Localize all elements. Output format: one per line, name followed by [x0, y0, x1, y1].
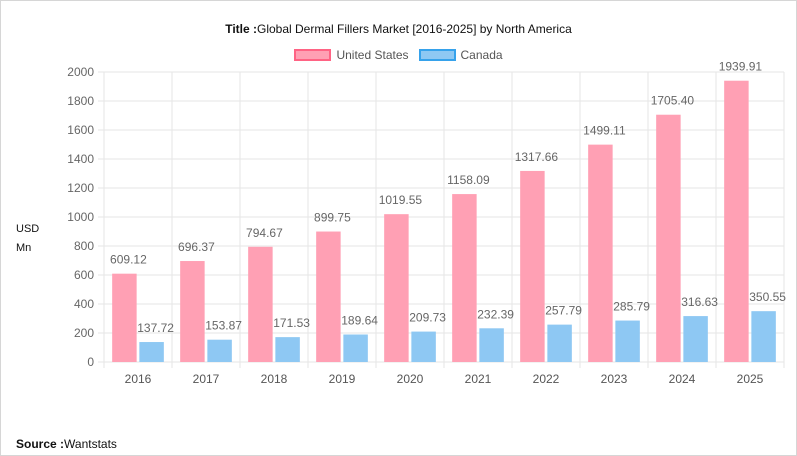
y-tick-label: 1800 — [67, 94, 94, 108]
value-label-canada: 285.79 — [613, 300, 650, 314]
bar-united-states — [248, 246, 273, 362]
y-tick-label: 600 — [74, 268, 94, 282]
bar-canada — [479, 328, 504, 362]
title-prefix: Title : — [225, 22, 257, 36]
value-label-united-states: 1019.55 — [379, 193, 423, 207]
legend-label-united-states: United States — [336, 48, 409, 62]
source-text: Wantstats — [64, 437, 117, 451]
legend-label-canada: Canada — [460, 48, 503, 62]
value-label-canada: 171.53 — [273, 316, 310, 330]
legend-swatch-united-states — [294, 49, 332, 61]
value-label-united-states: 794.67 — [246, 226, 283, 240]
x-tick-label: 2021 — [465, 372, 492, 386]
bar-canada — [343, 334, 368, 362]
value-label-united-states: 1705.40 — [651, 94, 695, 108]
x-tick-label: 2017 — [193, 372, 220, 386]
x-tick-label: 2025 — [737, 372, 764, 386]
legend-swatch-canada — [418, 49, 456, 61]
y-tick-label: 200 — [74, 326, 94, 340]
value-label-united-states: 1317.66 — [515, 150, 559, 164]
value-label-united-states: 696.37 — [178, 240, 215, 254]
chart-title: Title :Global Dermal Fillers Market [201… — [0, 22, 797, 36]
y-tick-label: 1400 — [67, 152, 94, 166]
bar-united-states — [656, 114, 681, 362]
x-tick-label: 2022 — [533, 372, 560, 386]
source-note: Source :Wantstats — [16, 437, 117, 451]
y-tick-label: 2000 — [67, 65, 94, 79]
value-label-canada: 209.73 — [409, 311, 446, 325]
y-tick-label: 1000 — [67, 210, 94, 224]
legend-item-canada[interactable]: Canada — [418, 48, 503, 62]
value-label-united-states: 1939.91 — [719, 60, 763, 74]
value-label-canada: 189.64 — [341, 314, 378, 328]
bar-united-states — [180, 261, 205, 362]
x-tick-label: 2020 — [397, 372, 424, 386]
x-tick-label: 2024 — [669, 372, 696, 386]
bar-canada — [275, 337, 300, 362]
legend-item-united-states[interactable]: United States — [294, 48, 409, 62]
bar-united-states — [316, 231, 341, 362]
bar-united-states — [724, 80, 749, 363]
value-label-united-states: 609.12 — [110, 253, 147, 267]
value-label-canada: 232.39 — [477, 307, 514, 321]
bar-canada — [615, 320, 640, 362]
x-tick-label: 2018 — [261, 372, 288, 386]
legend: United States Canada — [0, 48, 797, 62]
source-prefix: Source : — [16, 437, 65, 451]
y-axis-label-line-1: USD — [16, 223, 40, 235]
y-tick-label: 0 — [87, 355, 94, 369]
y-axis-label-line-2: Mn — [16, 242, 32, 254]
value-label-united-states: 1158.09 — [447, 173, 490, 187]
bar-united-states — [112, 273, 137, 362]
bar-canada — [547, 324, 572, 362]
title-text: Global Dermal Fillers Market [2016-2025]… — [256, 22, 572, 36]
value-label-canada: 137.72 — [137, 321, 174, 335]
x-tick-label: 2023 — [601, 372, 628, 386]
bar-united-states — [588, 144, 613, 362]
bar-united-states — [520, 170, 545, 362]
value-label-united-states: 899.75 — [314, 211, 351, 225]
bar-canada — [751, 311, 776, 362]
bar-canada — [411, 331, 436, 362]
value-label-canada: 350.55 — [749, 290, 786, 304]
y-tick-label: 1600 — [67, 123, 94, 137]
bar-united-states — [384, 214, 409, 362]
x-tick-label: 2019 — [329, 372, 356, 386]
bar-canada — [139, 342, 164, 362]
y-tick-label: 400 — [74, 297, 94, 311]
bar-canada — [207, 339, 232, 362]
y-tick-label: 800 — [74, 239, 94, 253]
y-tick-label: 1200 — [67, 181, 94, 195]
value-label-canada: 153.87 — [205, 319, 242, 333]
y-axis-label: USD Mn — [16, 220, 39, 258]
bar-canada — [683, 316, 708, 362]
bar-united-states — [452, 194, 477, 362]
value-label-united-states: 1499.11 — [583, 124, 626, 138]
value-label-canada: 257.79 — [545, 304, 582, 318]
x-tick-label: 2016 — [125, 372, 152, 386]
value-label-canada: 316.63 — [681, 295, 718, 309]
